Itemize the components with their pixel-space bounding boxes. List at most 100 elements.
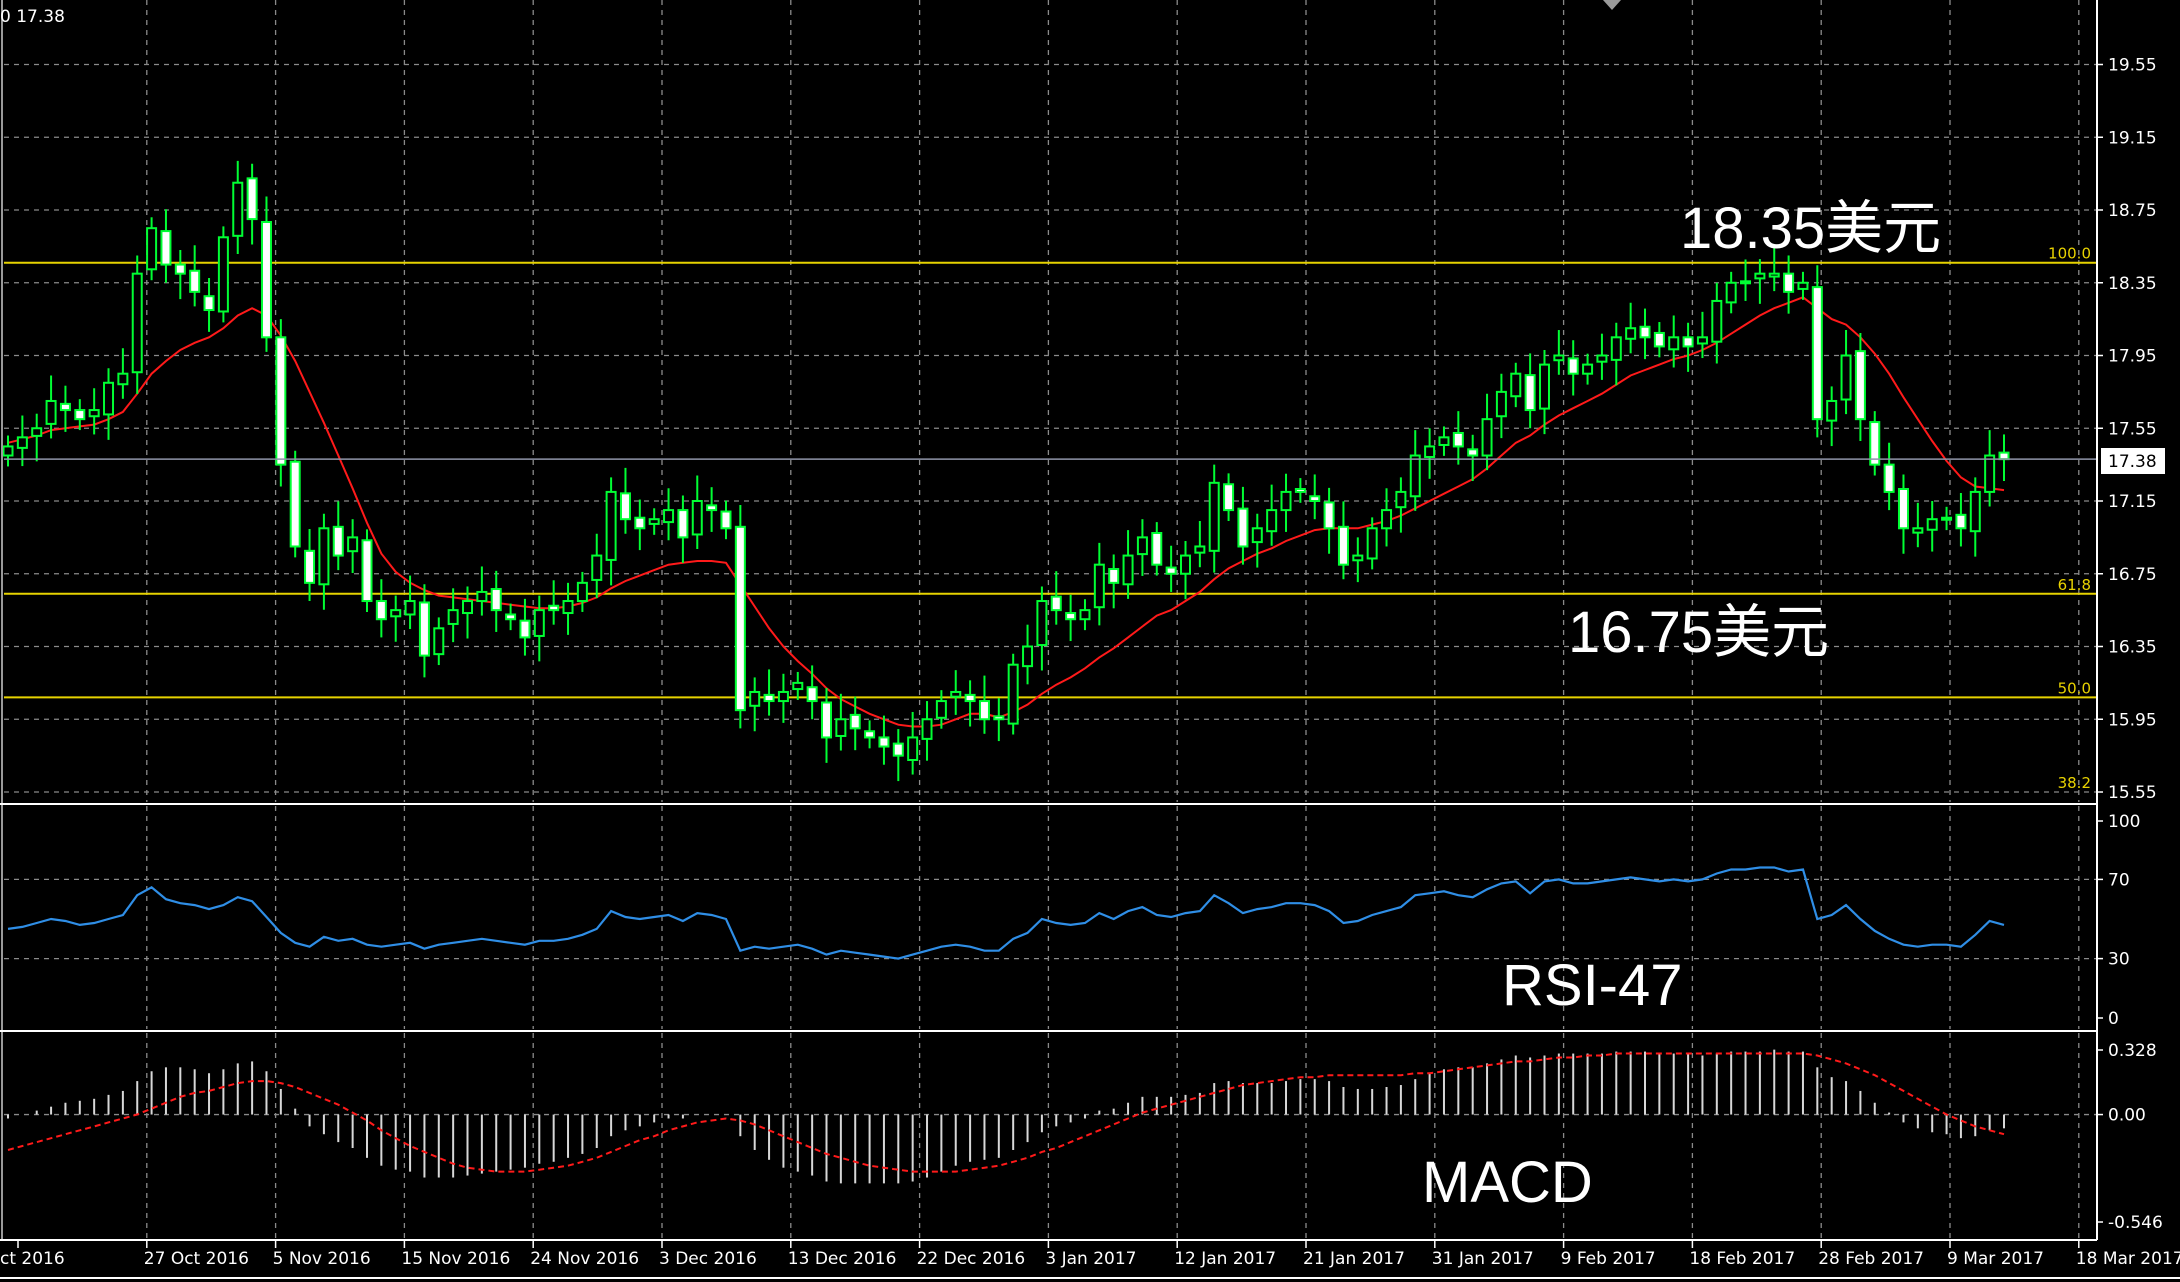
candle [1452,411,1464,465]
candle [1136,519,1148,576]
candle [1424,428,1436,479]
candle-body [548,604,560,612]
candle-body [1495,390,1507,418]
date-axis-label: 18 Mar 2017 [2076,1249,2180,1269]
annotation-low: 16.75美元 [1568,600,1829,665]
candle [31,413,43,462]
candle-body [1596,354,1608,363]
date-axis-label: 5 Nov 2016 [273,1249,371,1269]
candle [1610,322,1622,386]
candle-body [189,269,201,293]
candle-body [1280,490,1292,512]
candle-body [1553,354,1565,362]
candle [806,665,818,720]
candle [964,680,976,727]
candle [246,163,258,245]
candle [1309,474,1321,520]
candle-body [562,600,574,615]
candle [74,399,86,431]
candle-body [619,492,631,521]
candle [907,711,919,775]
candle-body [1079,609,1091,621]
candle [619,467,631,534]
candle-body [1065,612,1077,621]
candle-body [1208,481,1220,552]
candle [1280,473,1292,532]
candle [347,519,359,574]
candle-body [1984,454,1996,493]
rsi-axis-label: 100 [2108,812,2140,832]
candle [433,617,445,666]
candle-body [476,590,488,603]
candle [835,693,847,751]
candle-body [1668,336,1680,351]
candle-body [1122,554,1134,586]
candle-body [275,336,287,466]
candle-body [892,742,904,757]
candle [203,278,215,332]
candle-body [1395,490,1407,509]
candle-body [1309,495,1321,502]
candle [921,701,933,761]
candle-body [1811,286,1823,421]
candle [1883,442,1895,511]
candle [1022,624,1034,685]
candle [777,673,789,723]
date-axis-label: 15 Nov 2016 [401,1249,510,1269]
date-axis-label: ct 2016 [0,1249,65,1269]
candle [1050,571,1062,625]
candle-body [720,510,732,530]
price-axis-label: 16.35 [2108,638,2157,658]
fib-level-label: 61.8 [2058,576,2091,594]
candle [45,375,57,439]
candle [1625,302,1637,354]
candle [174,250,186,300]
candle [1869,411,1881,476]
candle-body [160,230,172,266]
candle [1151,522,1163,576]
macd-panel [7,1049,2005,1184]
candle-body [1381,509,1393,530]
candle [1811,265,1823,438]
candle [447,588,459,643]
price-axis-label: 19.15 [2108,128,2157,148]
candle-body [74,409,86,421]
candle [1582,353,1594,385]
candle [1366,517,1378,570]
candle-body [1653,331,1665,348]
candle-body [45,399,57,425]
candle-body [217,236,229,313]
fib-level-label: 100.0 [2048,245,2091,263]
candle-body [849,713,861,730]
candle-body [490,588,502,612]
candle [706,487,718,532]
candle-body [1251,527,1263,544]
candle [390,595,402,642]
candle [1352,537,1364,583]
candle-body [16,436,28,449]
candle-body [605,490,617,561]
candle [1409,430,1421,511]
date-axis: ct 2016 27 Oct 2016 5 Nov 2016 15 Nov 2016 2… [0,1240,2180,1269]
candle [1955,492,1967,547]
candle [519,598,531,656]
candle-body [1093,563,1105,609]
price-axis-label: 17.15 [2108,492,2157,512]
candle [146,217,158,281]
candle-body [1538,363,1550,410]
price-axis-label: 16.75 [2108,565,2157,585]
candle-body [59,402,71,412]
candle-body [375,600,387,621]
candle-body [1467,448,1479,457]
candle-body [1165,566,1177,575]
candle [548,580,560,625]
macd-axis: 0.328 0.00 -0.546 [2097,1041,2163,1233]
candle [1036,586,1048,671]
candle [332,501,344,571]
candle [1912,502,1924,548]
candle-body [1639,325,1651,339]
candle-body [648,518,660,525]
candle-body [1840,354,1852,401]
candle-body [433,627,445,656]
